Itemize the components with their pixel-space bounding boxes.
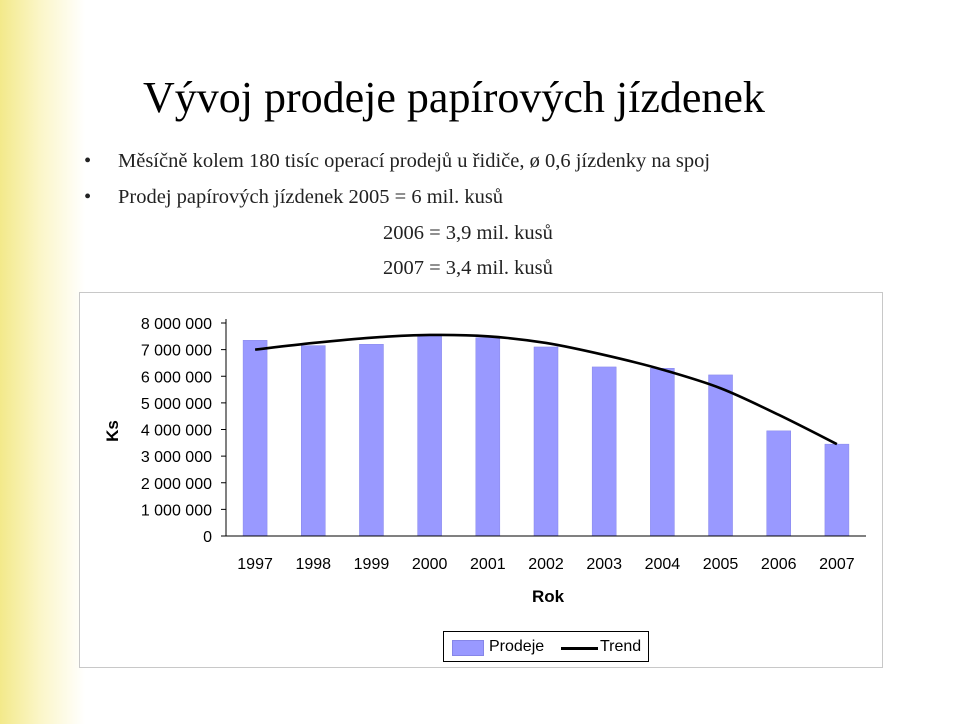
x-axis-title: Rok <box>532 587 565 606</box>
bar-2006 <box>766 430 791 537</box>
x-tick-label: 2006 <box>761 556 797 573</box>
x-tick-label: 2005 <box>703 556 739 573</box>
y-axis-title: Ks <box>103 420 122 442</box>
bullet-dot-icon: • <box>84 186 92 208</box>
y-tick-label: 7 000 000 <box>141 343 212 360</box>
bullet-text: Měsíčně kolem 180 tisíc operací prodejů … <box>118 150 711 172</box>
trend-line <box>254 333 838 446</box>
legend-line-trend <box>561 647 598 650</box>
y-tick-label: 1 000 000 <box>141 502 212 519</box>
bullet-item: • Prodej papírových jízdenek 2005 = 6 mil… <box>84 186 503 209</box>
trend-series <box>254 333 838 446</box>
legend-swatch-prodeje <box>452 640 484 656</box>
x-axis: 1997 1998 1999 2000 2001 2002 2003 2004 2005 2006… <box>226 535 866 573</box>
bar-1998 <box>301 345 326 537</box>
x-tick-label: 2002 <box>528 556 564 573</box>
bullet-item: • Měsíčně kolem 180 tisíc operací prodejů… <box>84 150 710 173</box>
y-tick-label: 2 000 000 <box>141 476 212 493</box>
x-tick-label: 2007 <box>819 556 855 573</box>
bar-1999 <box>359 344 384 537</box>
legend-label-trend: Trend <box>600 638 642 655</box>
bar-2007 <box>824 443 850 537</box>
x-tick-label: 1997 <box>237 556 273 573</box>
y-tick-label: 4 000 000 <box>141 423 212 440</box>
bar-1997 <box>242 340 268 537</box>
y-axis: 0 1 000 000 2 000 000 3 000 000 4 000 000 5 0… <box>141 316 227 546</box>
x-tick-label: 2001 <box>470 556 506 573</box>
x-tick-label: 1998 <box>295 556 331 573</box>
y-tick-label: 0 <box>203 529 212 546</box>
x-tick-label: 1999 <box>354 556 390 573</box>
bar-2001 <box>475 337 501 537</box>
bar-2000 <box>417 334 442 537</box>
legend-label-prodeje: Prodeje <box>489 638 545 655</box>
bullet-continuation: 2007 = 3,4 mil. kusů <box>383 257 553 279</box>
y-tick-label: 6 000 000 <box>141 369 212 386</box>
chart-legend: Prodeje Trend <box>443 631 649 662</box>
bar-2005 <box>708 374 733 537</box>
x-tick-label: 2004 <box>645 556 681 573</box>
y-tick-label: 3 000 000 <box>141 449 212 466</box>
y-tick-label: 8 000 000 <box>141 316 212 333</box>
slide-title: Vývoj prodeje papírových jízdenek <box>143 73 765 122</box>
bar-2004 <box>650 368 675 537</box>
x-tick-label: 2000 <box>412 556 448 573</box>
x-tick-label: 2003 <box>586 556 622 573</box>
bar-2003 <box>591 366 617 537</box>
bullet-continuation: 2006 = 3,9 mil. kusů <box>383 222 553 244</box>
bullet-text: Prodej papírových jízdenek 2005 = 6 mil.… <box>118 186 504 208</box>
bar-2002 <box>533 346 559 537</box>
bars <box>242 334 850 537</box>
bullet-dot-icon: • <box>84 150 92 172</box>
y-tick-label: 5 000 000 <box>141 396 212 413</box>
